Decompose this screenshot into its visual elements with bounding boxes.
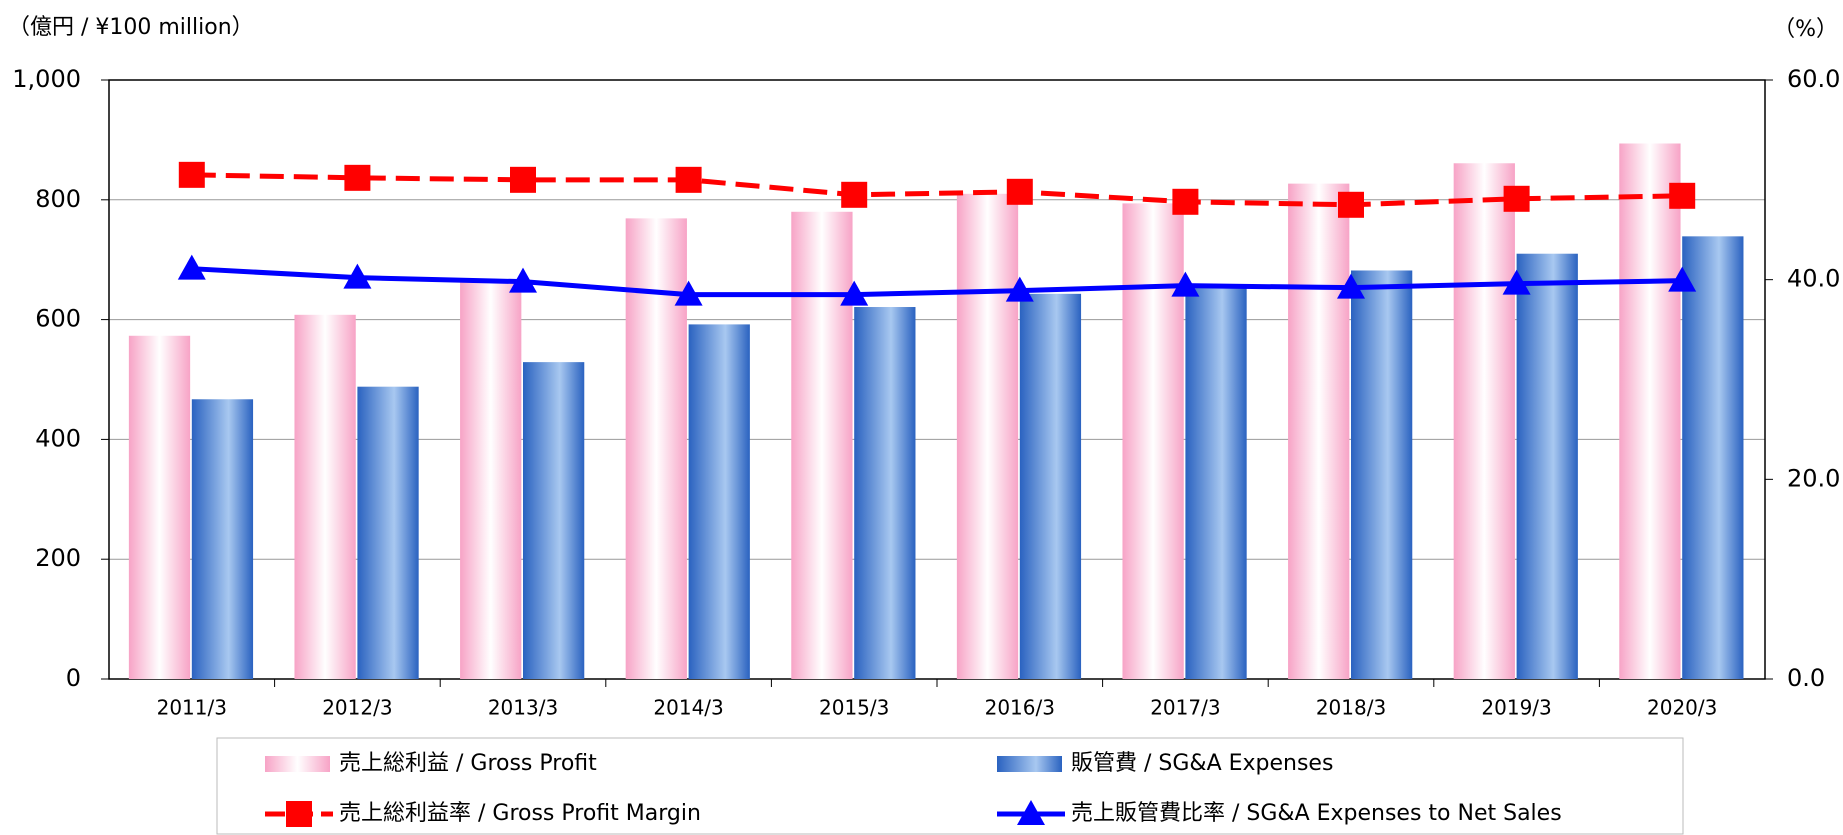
- bar: [523, 362, 585, 679]
- x-tick-label: 2017/3: [1150, 696, 1220, 720]
- y2-tick-label: 60.0: [1787, 65, 1840, 93]
- legend-box: [216, 737, 1684, 835]
- y-tick-label: 1,000: [12, 65, 81, 93]
- x-tick-label: 2014/3: [653, 696, 723, 720]
- bar: [625, 218, 687, 679]
- y-tick-label: 200: [35, 544, 81, 572]
- marker: [1337, 273, 1365, 299]
- marker: [675, 166, 702, 193]
- marker: [343, 263, 372, 289]
- x-tick-label: 2016/3: [985, 696, 1055, 720]
- marker: [1017, 800, 1045, 825]
- bar: [688, 324, 750, 679]
- bar: [460, 280, 522, 679]
- y-tick-label: 0: [66, 664, 81, 692]
- x-tick-label: 2011/3: [157, 696, 227, 720]
- bar: [1019, 293, 1082, 679]
- bar: [1351, 270, 1413, 679]
- marker: [1006, 178, 1033, 205]
- line: [191, 266, 1683, 298]
- marker: [344, 164, 371, 191]
- legend-swatch: [997, 756, 1062, 772]
- bar: [1122, 203, 1184, 680]
- marker: [178, 161, 205, 188]
- unit-right: （%）: [1773, 17, 1838, 42]
- y2-tick-label: 20.0: [1787, 464, 1840, 492]
- marker: [1502, 269, 1531, 295]
- x-tick-label: 2020/3: [1647, 696, 1717, 720]
- x-tick-label: 2012/3: [322, 696, 392, 720]
- marker: [1172, 188, 1199, 215]
- marker: [286, 801, 312, 827]
- marker: [177, 254, 206, 280]
- marker: [510, 166, 536, 193]
- bar: [1185, 285, 1247, 679]
- bar: [1453, 163, 1515, 680]
- unit-left: （億円 / ¥100 million）: [8, 15, 254, 40]
- bar: [294, 314, 356, 679]
- marker: [1503, 185, 1530, 212]
- marker: [840, 280, 869, 306]
- bar: [1516, 253, 1578, 679]
- marker: [1005, 276, 1034, 302]
- bar: [357, 386, 419, 679]
- y-tick-label: 800: [35, 185, 81, 213]
- line: [191, 172, 1683, 208]
- x-tick-label: 2015/3: [819, 696, 889, 720]
- legend-label: 売上販管費比率 / SG&A Expenses to Net Sales: [1071, 801, 1562, 826]
- y2-tick-label: 40.0: [1787, 265, 1840, 293]
- bar: [791, 211, 853, 679]
- y-tick-label: 400: [35, 424, 81, 452]
- bar: [854, 307, 916, 679]
- marker: [1668, 266, 1697, 292]
- bar: [1288, 183, 1350, 679]
- marker: [509, 267, 537, 293]
- marker: [1171, 271, 1200, 297]
- marker: [1669, 182, 1696, 209]
- bar: [1682, 236, 1744, 680]
- bar: [191, 399, 254, 679]
- y2-tick-label: 0.0: [1787, 664, 1825, 692]
- x-tick-label: 2018/3: [1316, 696, 1386, 720]
- bar: [1619, 143, 1681, 679]
- x-tick-label: 2019/3: [1481, 696, 1551, 720]
- legend-swatch: [265, 756, 330, 772]
- legend-label: 売上総利益 / Gross Profit: [339, 751, 597, 776]
- bar: [956, 193, 1019, 679]
- bar: [128, 335, 191, 679]
- x-tick-label: 2013/3: [488, 696, 558, 720]
- legend-label: 売上総利益率 / Gross Profit Margin: [339, 801, 701, 826]
- marker: [674, 280, 703, 306]
- marker: [841, 181, 868, 208]
- marker: [1338, 191, 1364, 218]
- y-tick-label: 600: [35, 305, 81, 333]
- legend-label: 販管費 / SG&A Expenses: [1071, 751, 1333, 776]
